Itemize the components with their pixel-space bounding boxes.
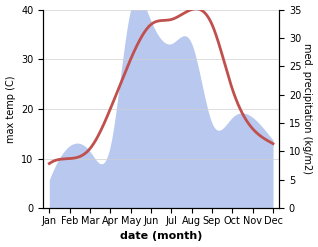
Y-axis label: med. precipitation (kg/m2): med. precipitation (kg/m2) [302, 43, 313, 174]
Y-axis label: max temp (C): max temp (C) [5, 75, 16, 143]
X-axis label: date (month): date (month) [120, 231, 202, 242]
